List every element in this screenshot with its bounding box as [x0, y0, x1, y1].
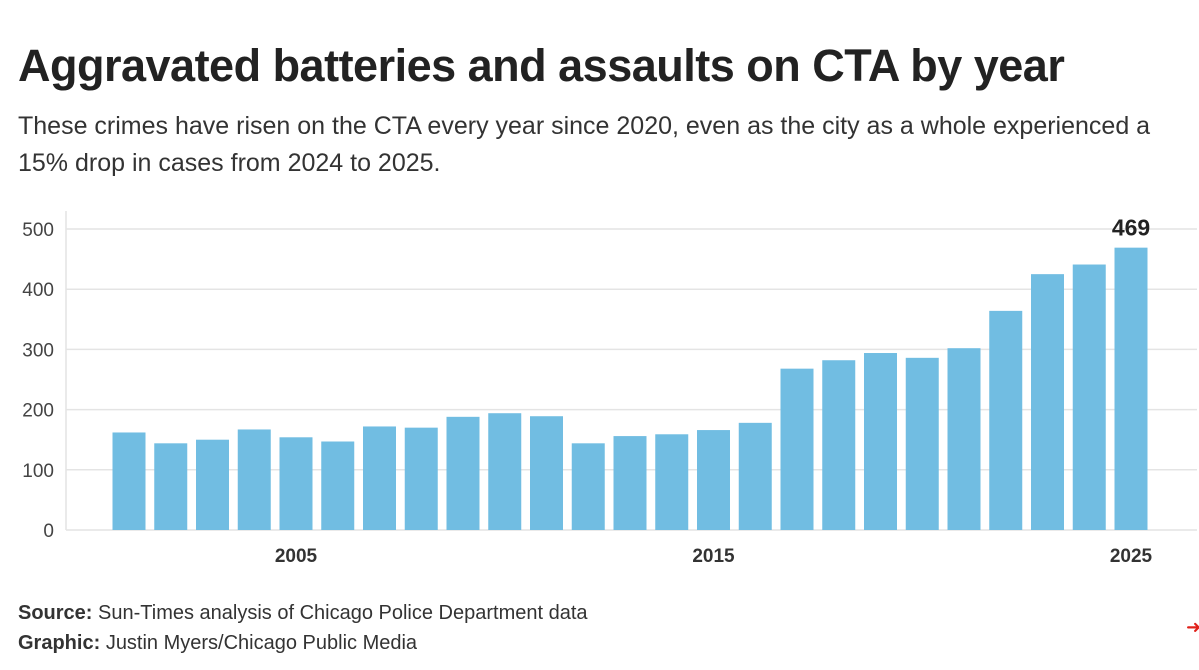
bar-2011 — [530, 416, 563, 530]
source-label: Source: — [18, 602, 93, 624]
bar-2016 — [738, 422, 772, 530]
y-tick-label: 100 — [22, 461, 54, 482]
bar-2018 — [822, 360, 856, 530]
bar-2002 — [154, 443, 188, 530]
bar-2019 — [864, 353, 897, 530]
x-tick-label: 2015 — [692, 546, 735, 567]
bars — [112, 247, 1148, 531]
bar-2022 — [989, 310, 1023, 530]
bar-2017 — [780, 368, 814, 530]
bar-2006 — [321, 441, 355, 530]
bar-2004 — [237, 429, 271, 530]
bar-2009 — [446, 416, 480, 530]
x-tick-label: 2005 — [275, 546, 318, 567]
source-text: Sun-Times analysis of Chicago Police Dep… — [98, 602, 588, 624]
bar-2008 — [404, 427, 438, 530]
bar-2012 — [571, 443, 605, 530]
source-line: Source: Sun-Times analysis of Chicago Po… — [18, 598, 588, 628]
chart-subtitle: These crimes have risen on the CTA every… — [18, 112, 1151, 177]
bar-2001 — [112, 432, 146, 530]
bar-2021 — [947, 348, 981, 530]
bar-2025 — [1114, 247, 1148, 531]
bar-2010 — [488, 413, 522, 530]
x-tick-label: 2025 — [1110, 546, 1153, 567]
bar-2014 — [655, 434, 689, 530]
y-axis-ticks: 0 100 200 300 400 500 — [22, 220, 54, 542]
y-tick-label: 400 — [22, 280, 54, 301]
graphic-line: Graphic: Justin Myers/Chicago Public Med… — [18, 628, 588, 658]
y-tick-label: 200 — [22, 401, 54, 422]
y-tick-label: 500 — [22, 220, 54, 241]
arrow-icon: ➜ — [1186, 617, 1199, 637]
bar-2020 — [905, 357, 939, 530]
bar-2015 — [697, 430, 730, 530]
credits: Source: Sun-Times analysis of Chicago Po… — [18, 598, 588, 658]
bar-2023 — [1031, 274, 1064, 530]
x-axis-ticks: 2005 2015 2025 — [275, 546, 1153, 567]
bar-2013 — [613, 436, 647, 530]
bar-2007 — [363, 426, 396, 530]
bar-2003 — [196, 439, 229, 530]
bar-2024 — [1072, 264, 1106, 530]
bar-2005 — [279, 437, 313, 530]
data-label: 469 — [1112, 215, 1150, 241]
chart-title: Aggravated batteries and assaults on CTA… — [18, 40, 1065, 91]
y-tick-label: 0 — [43, 521, 54, 542]
bar-chart: 0 100 200 300 400 500 2005 2015 2025 469 — [22, 211, 1197, 567]
annotations: 469 — [1112, 215, 1150, 241]
y-tick-label: 300 — [22, 340, 54, 361]
graphic-label: Graphic: — [18, 632, 101, 654]
graphic-text: Justin Myers/Chicago Public Media — [105, 632, 418, 654]
